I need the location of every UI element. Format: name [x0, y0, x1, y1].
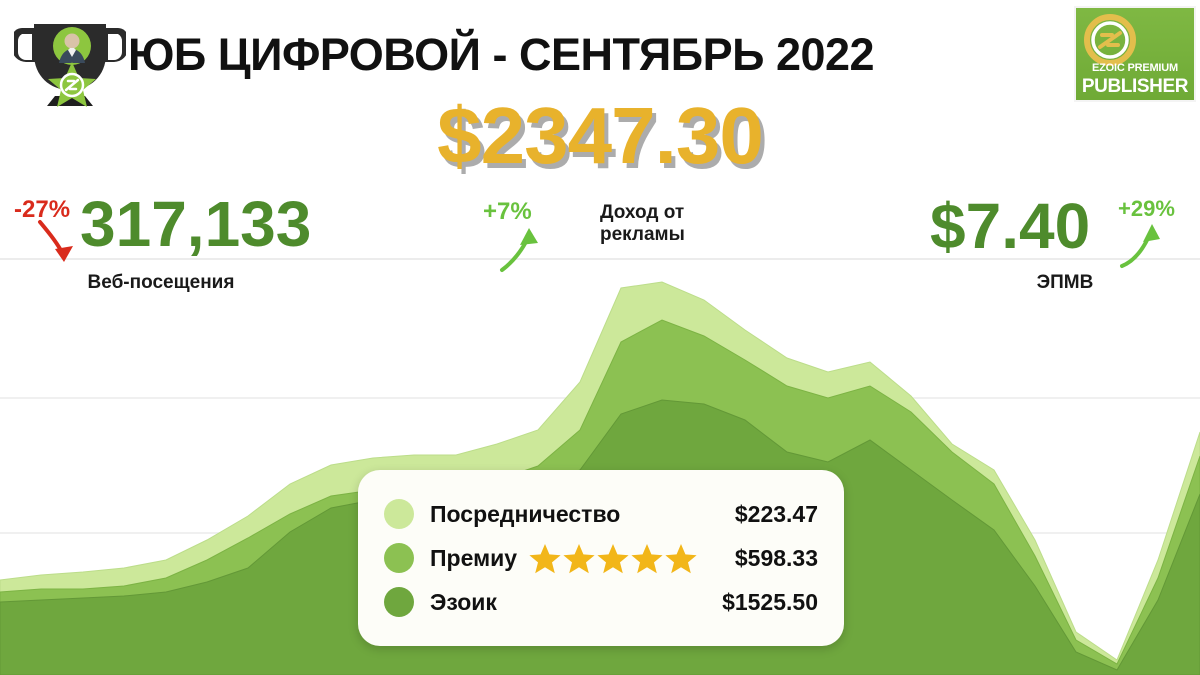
legend-color-dot-premium — [384, 543, 414, 573]
visits-label: Веб-посещения — [87, 272, 235, 293]
total-revenue-amount: $2347.30 — [437, 91, 764, 180]
legend-label-mediation: Посредничество — [430, 500, 621, 527]
epmv-label: ЭПМВ — [1036, 272, 1094, 293]
metric-web-visits: -27% 317,133 Веб-посещения — [0, 192, 380, 293]
visits-value: 317,133 — [80, 188, 312, 260]
header: ЮБ ЦИФРОВОЙ - СЕНТЯБРЬ 2022 EZOIC PREMIU… — [0, 0, 1200, 107]
epmv-value: $7.40 — [930, 190, 1091, 262]
arrow-up-icon-epmv — [1118, 220, 1174, 275]
arrow-up-icon — [498, 222, 552, 279]
legend-row-premium: Премиу $598.33 — [384, 536, 818, 580]
trophy-icon — [12, 10, 128, 108]
legend-value-premium: $598.33 — [734, 544, 818, 571]
ezoic-premium-publisher-badge: EZOIC PREMIUM PUBLISHER — [1074, 6, 1196, 102]
legend-label-ezoic: Эзоик — [430, 588, 497, 615]
legend-row-mediation: Посредничество $223.47 — [384, 492, 818, 536]
revenue-label: Доход от рекламы — [600, 202, 685, 245]
legend-value-mediation: $223.47 — [734, 500, 818, 527]
chart-legend-card: Посредничество $223.47 Премиу $598.33 — [358, 470, 844, 646]
revenue-delta: +7% — [483, 198, 532, 225]
ezoic-logo-icon — [1084, 14, 1136, 66]
legend-value-ezoic: $1525.50 — [722, 588, 818, 615]
page-title: ЮБ ЦИФРОВОЙ - СЕНТЯБРЬ 2022 — [128, 29, 875, 80]
legend-row-ezoic: Эзоик $1525.50 — [384, 580, 818, 624]
badge-line-2: PUBLISHER — [1081, 76, 1189, 97]
legend-color-dot-ezoic — [384, 587, 414, 617]
arrow-down-icon — [36, 218, 88, 273]
five-star-rating-icon — [529, 542, 697, 574]
badge-line-1: EZOIC PREMIUM — [1091, 62, 1178, 74]
visits-delta: -27% — [14, 196, 71, 223]
epmv-delta: +29% — [1118, 196, 1175, 221]
legend-color-dot-mediation — [384, 499, 414, 529]
legend-label-premium: Премиу — [430, 544, 518, 571]
